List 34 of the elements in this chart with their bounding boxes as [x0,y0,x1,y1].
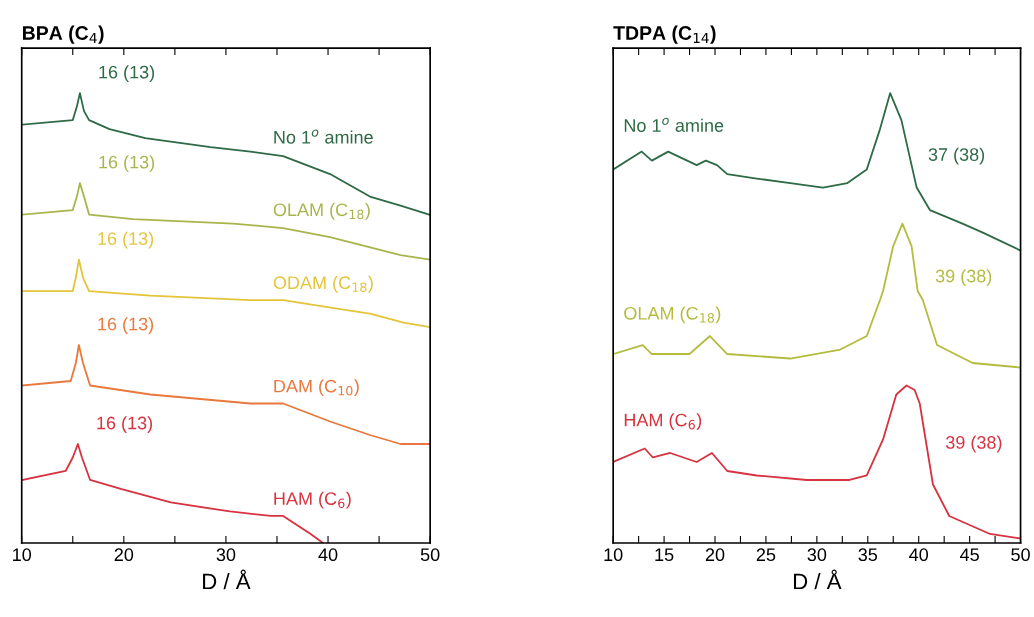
annotation: 39 (38) [945,435,1002,453]
x-tick-label: 40 [318,548,338,562]
x-tick-label: 35 [858,548,878,562]
annotation: 16 (13) [98,231,154,249]
series-label: No 1$^{o}$ amine [624,117,724,132]
x-axis-title: D / Å [203,569,251,590]
series-label: OLAM (C$_{18}$) [624,306,721,324]
chart-title: TDPA (C$_{14}$) [613,25,716,44]
annotation: 37 (38) [928,147,985,165]
x-tick-label: 30 [216,548,236,562]
series-label: HAM (C$_{6}$) [624,413,702,430]
x-axis-title: D / Å [793,569,842,590]
x-tick-label: 40 [909,548,929,562]
series-label: ODAM (C$_{18}$) [273,275,373,293]
annotation: 16 (13) [98,317,154,334]
x-tick-label: 10 [604,548,623,562]
series-label: OLAM (C$_{18}$) [273,202,370,220]
annotation: 16 (13) [99,155,155,173]
series-label: HAM (C$_{6}$) [274,491,351,509]
x-tick-label: 20 [705,548,725,562]
x-tick-label: 45 [960,548,979,562]
x-tick-label: 10 [13,548,32,562]
x-tick-label: 30 [807,548,827,562]
annotation: 16 (13) [99,65,155,83]
x-tick-label: 50 [420,548,440,562]
annotation: 39 (38) [935,269,992,286]
x-tick-label: 20 [114,548,134,562]
series-label: No 1$^{o}$ amine [274,129,373,144]
x-tick-label: 50 [1011,548,1030,562]
series-label: DAM (C$_{10}$) [274,379,359,397]
annotation: 16 (13) [97,416,153,433]
chart-title: BPA (C$_{4}$) [23,25,104,44]
x-tick-label: 15 [655,548,674,562]
x-tick-label: 25 [756,548,776,562]
